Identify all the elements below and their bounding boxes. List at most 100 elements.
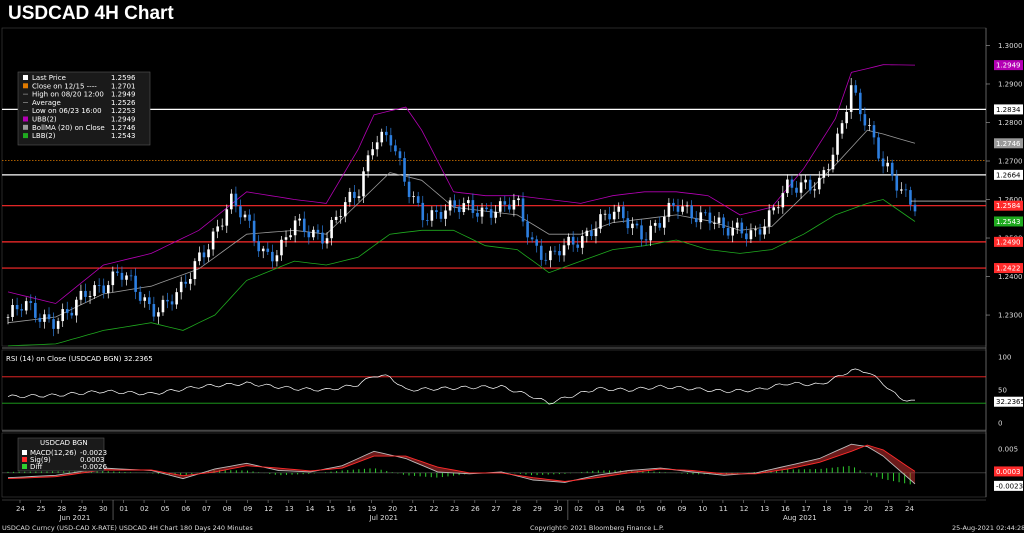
candle-body xyxy=(298,218,301,221)
candle-body xyxy=(817,177,821,190)
candle-body xyxy=(248,214,251,221)
candle-body xyxy=(129,275,133,277)
legend-swatch xyxy=(23,124,28,130)
candle-body xyxy=(312,229,315,238)
candle-body xyxy=(79,290,83,300)
candle-body xyxy=(881,158,885,167)
x-tick-label: 12 xyxy=(264,505,273,513)
x-tick-label: 29 xyxy=(533,505,542,513)
candle-body xyxy=(416,196,420,203)
candle-body xyxy=(426,220,429,221)
candle-body xyxy=(170,301,174,305)
legend-swatch xyxy=(23,116,28,122)
candle-body xyxy=(890,162,894,176)
legend-swatch xyxy=(23,133,28,139)
candle-body xyxy=(886,162,889,167)
candle-body xyxy=(635,223,639,226)
panel-frames xyxy=(1,27,987,498)
legend-label: BollMA (20) on Close xyxy=(32,124,105,132)
candle-body xyxy=(302,218,306,232)
candle-body xyxy=(790,179,794,188)
legend-label: Close on 12/15 ---- xyxy=(32,82,97,90)
legend-label: Average xyxy=(32,99,61,107)
candle-body xyxy=(353,191,356,198)
rsi-line xyxy=(7,368,915,405)
candle-body xyxy=(97,285,101,286)
candle-body xyxy=(462,203,466,213)
x-tick-label: 24 xyxy=(16,505,25,513)
candle-body xyxy=(325,238,329,244)
candle-body xyxy=(134,275,137,292)
footer-center: Copyright© 2021 Bloomberg Finance L.P. xyxy=(530,524,664,532)
candle-body xyxy=(362,171,365,197)
candle-body xyxy=(184,281,188,284)
legend-value: 1.2596 xyxy=(111,74,136,82)
x-tick-label: 17 xyxy=(802,505,811,513)
legend-value: 1.2949 xyxy=(111,116,136,124)
candle-body xyxy=(863,114,867,126)
candle-body xyxy=(448,200,452,211)
x-tick-label: 13 xyxy=(760,505,769,513)
candle-body xyxy=(143,297,147,301)
candle-body xyxy=(398,151,402,159)
candle-body xyxy=(88,296,92,297)
candle-body xyxy=(175,292,178,305)
candle-body xyxy=(521,198,525,222)
y-tick-label: 1.2300 xyxy=(998,312,1023,320)
candle-body xyxy=(266,248,270,252)
candle-body xyxy=(457,206,461,213)
candle-body xyxy=(694,218,698,223)
candle-body xyxy=(649,225,652,241)
month-label: Aug 2021 xyxy=(783,514,817,522)
candle-body xyxy=(275,255,279,262)
candle-body xyxy=(726,228,730,236)
candle-body xyxy=(676,205,680,212)
candle-body xyxy=(394,145,397,152)
x-tick-label: 16 xyxy=(347,505,356,513)
candle-body xyxy=(544,259,548,261)
candle-body xyxy=(845,111,848,124)
panel-frame-2 xyxy=(1,432,987,498)
candle-body xyxy=(708,212,712,224)
candle-body xyxy=(179,281,183,293)
macd-legend-label: Diff xyxy=(30,463,42,471)
candle-body xyxy=(70,312,74,316)
chart-title: USDCAD 4H Chart xyxy=(8,3,174,24)
candle-body xyxy=(535,239,539,246)
candle-body xyxy=(403,158,406,182)
candle-body xyxy=(453,200,456,207)
candle-body xyxy=(900,189,903,191)
candle-body xyxy=(284,237,288,240)
macd-tick-label: 0.005 xyxy=(998,445,1018,453)
legend-value: 1.2543 xyxy=(111,132,136,140)
x-tick-label: 02 xyxy=(574,505,583,513)
footer-left: USDCAD Curncy (USD-CAD X-RATE) USDCAD 4H… xyxy=(2,524,253,532)
candle-body xyxy=(722,217,725,229)
candle-body xyxy=(75,299,78,316)
x-tick-label: 09 xyxy=(243,505,252,513)
candle-body xyxy=(435,210,438,213)
candle-body xyxy=(307,231,311,238)
x-tick-label: 26 xyxy=(471,505,480,513)
candle-body xyxy=(439,212,443,219)
candle-body xyxy=(526,221,529,238)
candle-body xyxy=(357,196,361,198)
hline-tag: 1.2664 xyxy=(996,171,1021,179)
legend-value: 1.2746 xyxy=(111,124,136,132)
y-tick-label: 1.2800 xyxy=(998,119,1023,127)
x-tick-label: 01 xyxy=(119,505,128,513)
bollma-line xyxy=(7,129,916,324)
candle-body xyxy=(375,142,379,150)
candle-body xyxy=(767,210,771,227)
candle-body xyxy=(207,249,210,258)
x-tick-label: 12 xyxy=(740,505,749,513)
candle-body xyxy=(234,193,238,207)
candle-body xyxy=(685,205,689,207)
x-tick-label: 28 xyxy=(512,505,521,513)
candle-body xyxy=(339,216,343,218)
candle-body xyxy=(872,125,876,138)
x-tick-label: 30 xyxy=(99,505,108,513)
rsi-panel: 100 50 0 32.2365 xyxy=(2,354,1024,428)
candle-body xyxy=(567,236,570,246)
y-tick-label: 1.3000 xyxy=(998,42,1023,50)
